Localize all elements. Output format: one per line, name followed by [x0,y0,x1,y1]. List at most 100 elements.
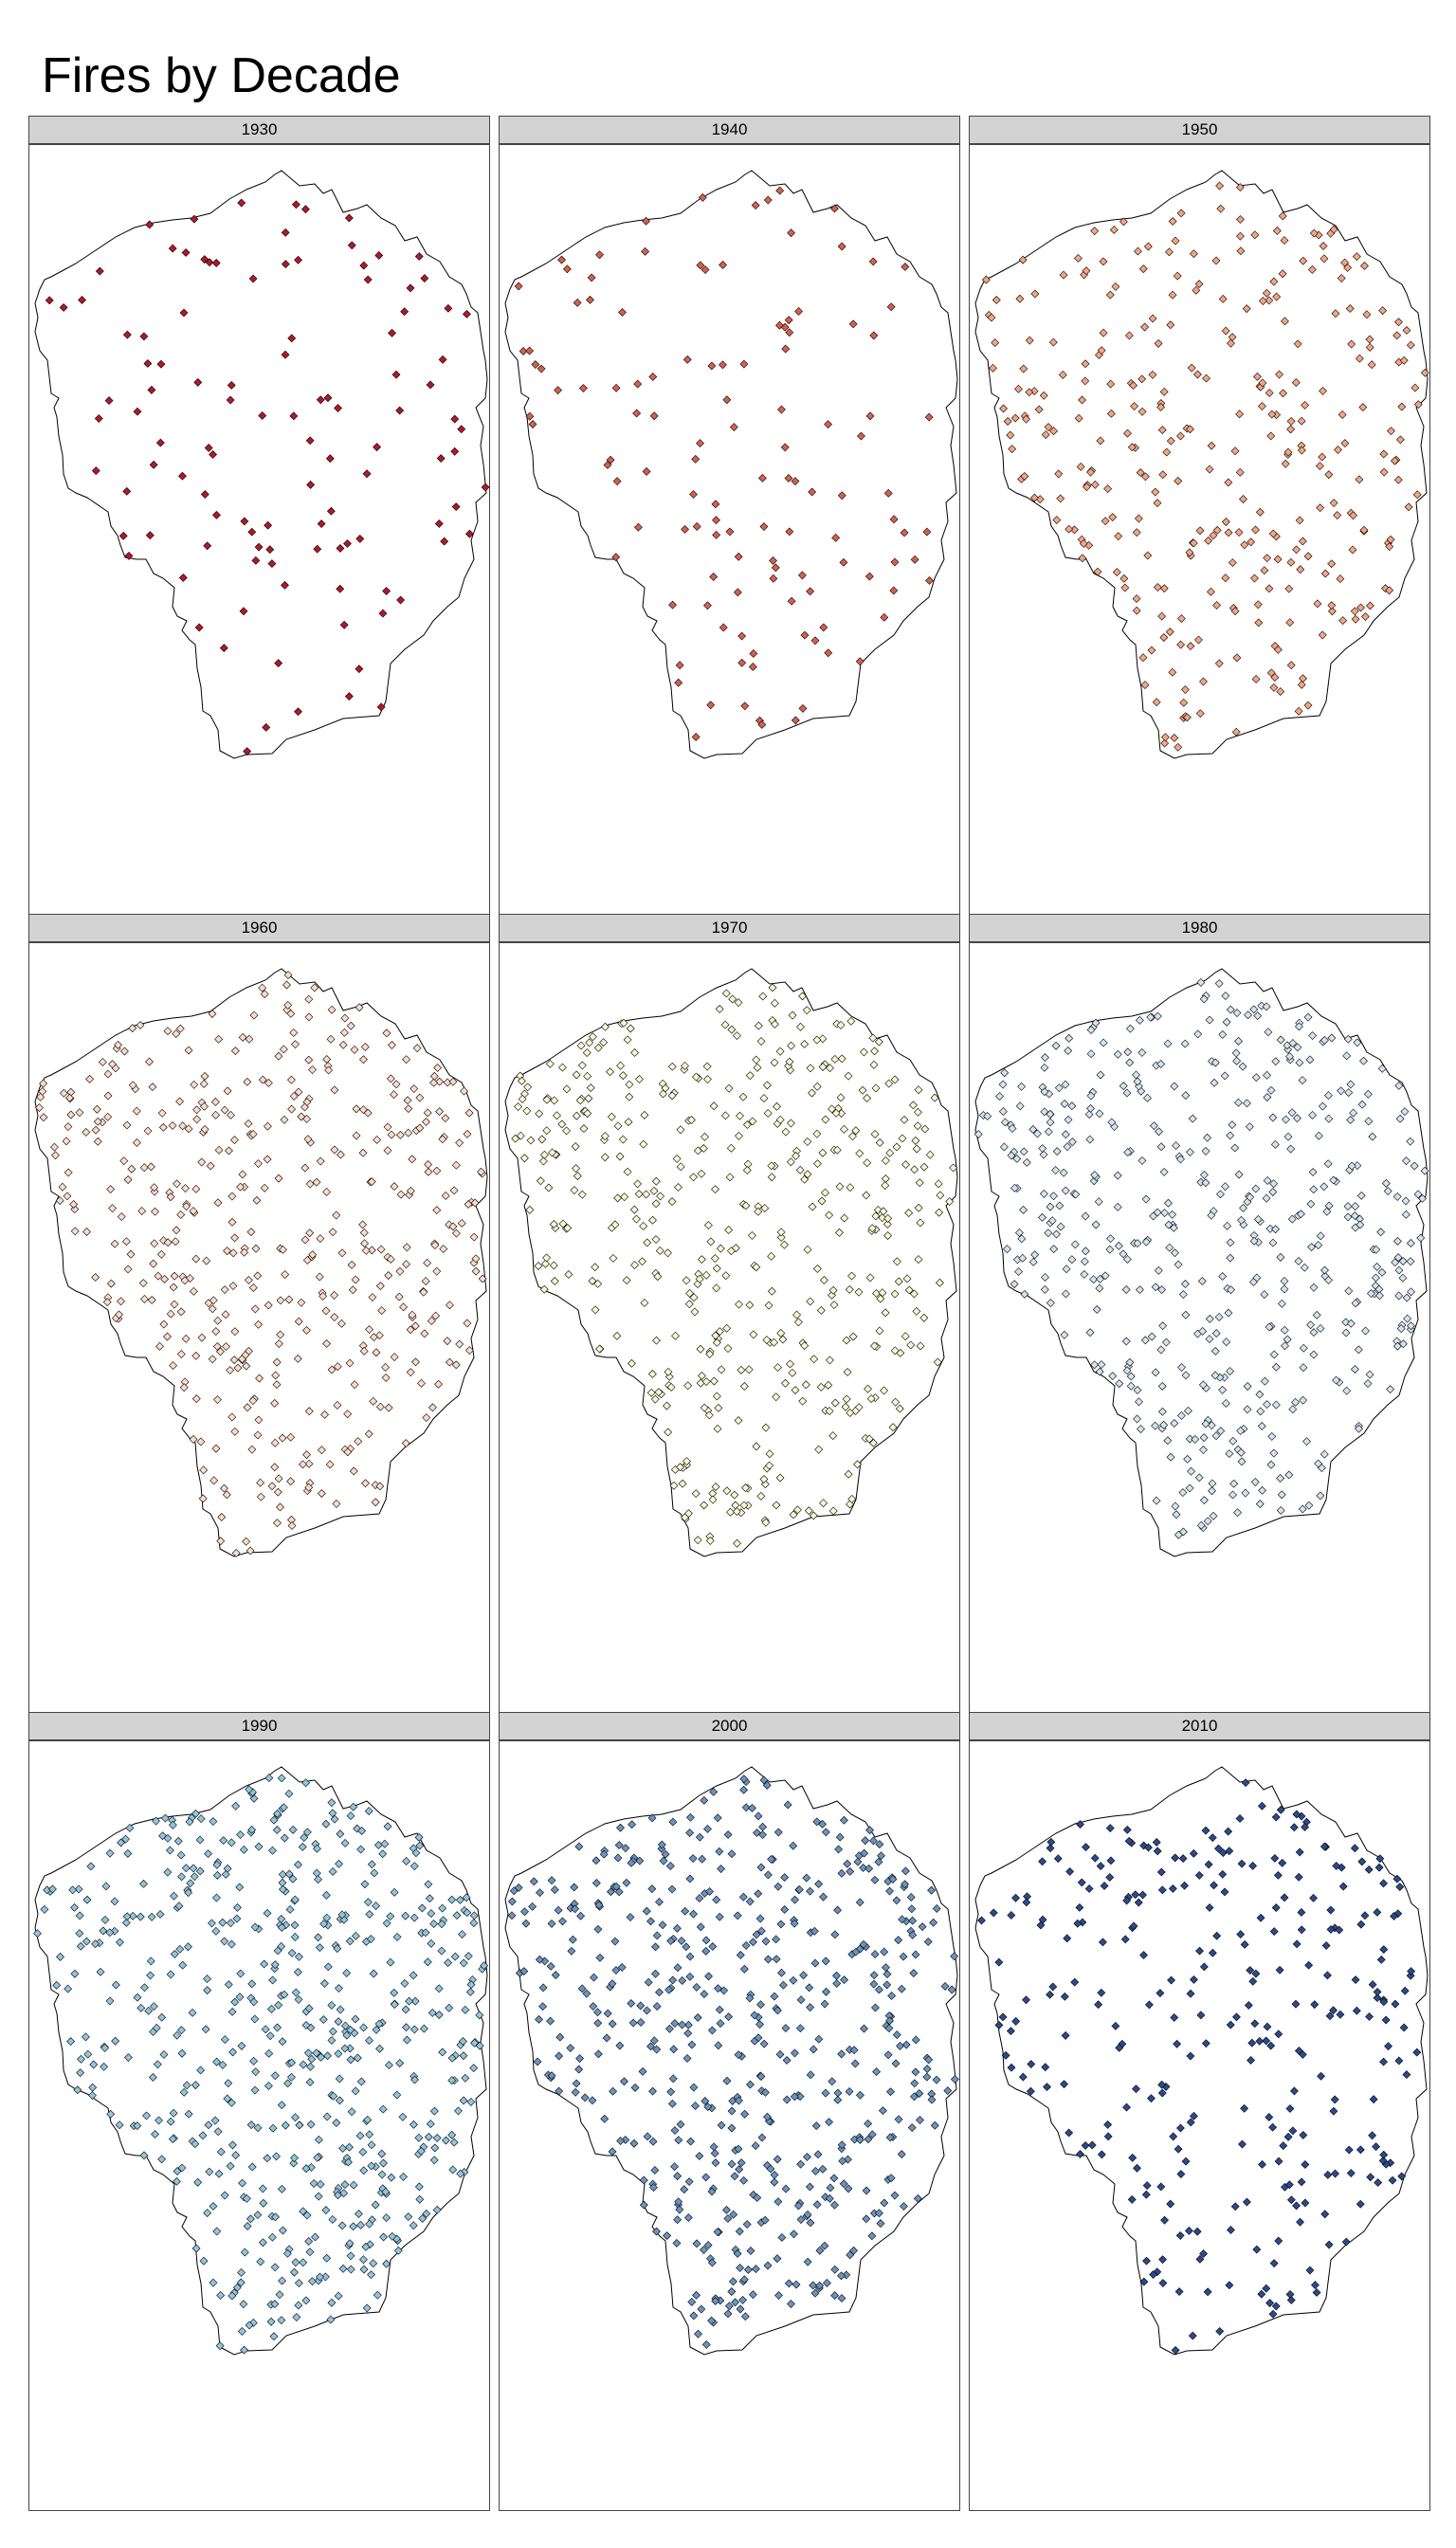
fire-point [1201,2039,1210,2048]
fire-point [1276,1474,1285,1483]
fire-point [140,1983,149,1993]
fire-point [274,1051,283,1061]
fire-point [837,2294,846,2302]
fire-point [1071,1190,1081,1199]
fire-point [824,420,833,429]
fire-point [477,1167,485,1176]
fire-point [774,1828,783,1837]
fire-point [781,2184,791,2193]
fire-point [39,1079,48,1088]
fire-point [386,1957,395,1967]
fire-point [1338,1882,1348,1891]
fire-point [55,1196,64,1206]
fire-point [274,2000,283,2010]
fire-point [174,1902,184,1911]
fire-point [404,1104,413,1114]
fire-point [1352,252,1361,262]
fire-point [1364,1865,1374,1874]
fire-point [1363,1089,1373,1099]
fire-point [1269,277,1279,286]
fire-point [602,2033,611,2043]
fire-point [927,1885,937,1895]
fire-point [1111,282,1120,291]
fire-point [1218,1848,1228,1858]
fire-point [770,1992,779,2001]
fire-point [294,1317,303,1326]
fire-point [754,1889,763,1899]
fire-point [355,664,364,674]
fire-point [264,2082,273,2090]
fire-point [791,477,800,486]
fire-point [1365,2012,1374,2021]
fire-point [1186,642,1195,651]
fire-point [1049,427,1058,436]
fire-point [1230,607,1240,616]
fire-point [666,1383,676,1392]
fire-point [869,331,879,340]
fire-point [611,553,621,562]
fire-point [388,2231,397,2241]
park-boundary [504,968,958,1557]
fire-point [713,1813,722,1823]
fire-point [1203,1133,1212,1142]
fire-point [326,2315,336,2324]
fire-point [767,1173,776,1182]
fire-point [575,2054,584,2064]
fire-point [995,1092,1004,1101]
fire-point [327,1005,337,1014]
fire-point [859,1864,868,1872]
fire-point [1286,425,1296,434]
fire-point [708,1942,718,1951]
fire-point [1229,1479,1239,1488]
fire-point [763,1109,773,1118]
fire-point [1263,1400,1271,1409]
fire-point [254,1320,264,1329]
fire-point [890,2191,900,2200]
fire-point [712,1264,721,1273]
fire-point [1356,1920,1366,1929]
fire-point [440,537,449,546]
fire-point [627,1858,636,1867]
fire-point [1053,1854,1063,1864]
fire-point [1413,400,1423,410]
fire-point [768,983,777,992]
fire-point [231,2151,241,2160]
fire-point [189,1286,198,1296]
fire-point [330,1085,339,1095]
fire-point [1403,1314,1412,1323]
fire-point [803,2153,811,2161]
fire-point [422,2209,431,2218]
fire-point [576,1041,586,1050]
fire-point [157,2012,167,2022]
fire-point [676,1162,685,1172]
fire-point [1108,1372,1118,1381]
fire-point [1223,1221,1232,1230]
fire-point [611,1966,621,1975]
fire-point [1056,1222,1065,1231]
fire-point [1377,1267,1387,1277]
fire-point [1277,1490,1286,1500]
fire-point [243,747,252,756]
fire-point [798,703,808,713]
fire-point [1266,2041,1276,2050]
fire-point [426,380,435,390]
fire-point [63,1192,72,1201]
fire-point [610,1937,620,1946]
fire-point [670,2019,680,2028]
fire-point [228,1412,237,1422]
fire-point [983,1112,992,1120]
fire-point [687,2298,697,2306]
fire-point [796,2215,806,2224]
fire-point [651,1235,661,1244]
fire-point [701,2173,711,2182]
fire-point [654,1388,664,1397]
fire-point [1040,1063,1049,1072]
fire-point [1255,2036,1265,2046]
fire-point [564,1270,573,1279]
fire-point [1257,2289,1266,2299]
fire-point [731,1501,740,1510]
fire-point [1294,1257,1303,1265]
fire-point [784,474,793,482]
fire-point [216,1347,225,1356]
fire-point [475,2041,484,2050]
